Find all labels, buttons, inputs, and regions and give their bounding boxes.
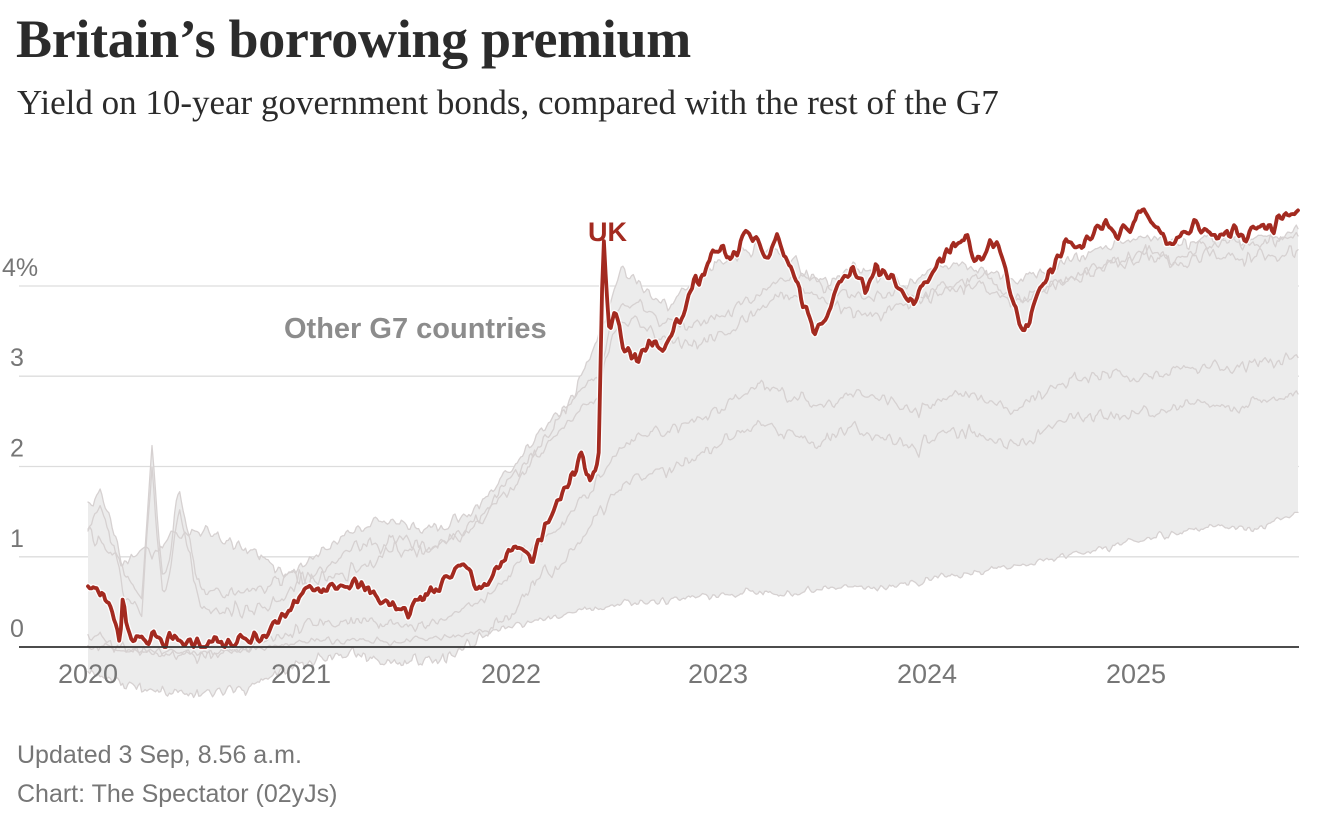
svg-text:2023: 2023 — [688, 659, 748, 689]
svg-text:2021: 2021 — [271, 659, 331, 689]
svg-text:3: 3 — [10, 344, 24, 372]
svg-text:Other G7 countries: Other G7 countries — [284, 313, 547, 345]
svg-text:UK: UK — [588, 217, 627, 247]
svg-text:1: 1 — [10, 525, 24, 553]
svg-text:4%: 4% — [2, 254, 38, 282]
svg-text:0: 0 — [10, 615, 24, 643]
svg-text:2: 2 — [10, 435, 24, 463]
svg-text:2024: 2024 — [897, 659, 957, 689]
svg-text:2022: 2022 — [481, 659, 541, 689]
svg-text:2020: 2020 — [58, 659, 118, 689]
svg-text:2025: 2025 — [1106, 659, 1166, 689]
